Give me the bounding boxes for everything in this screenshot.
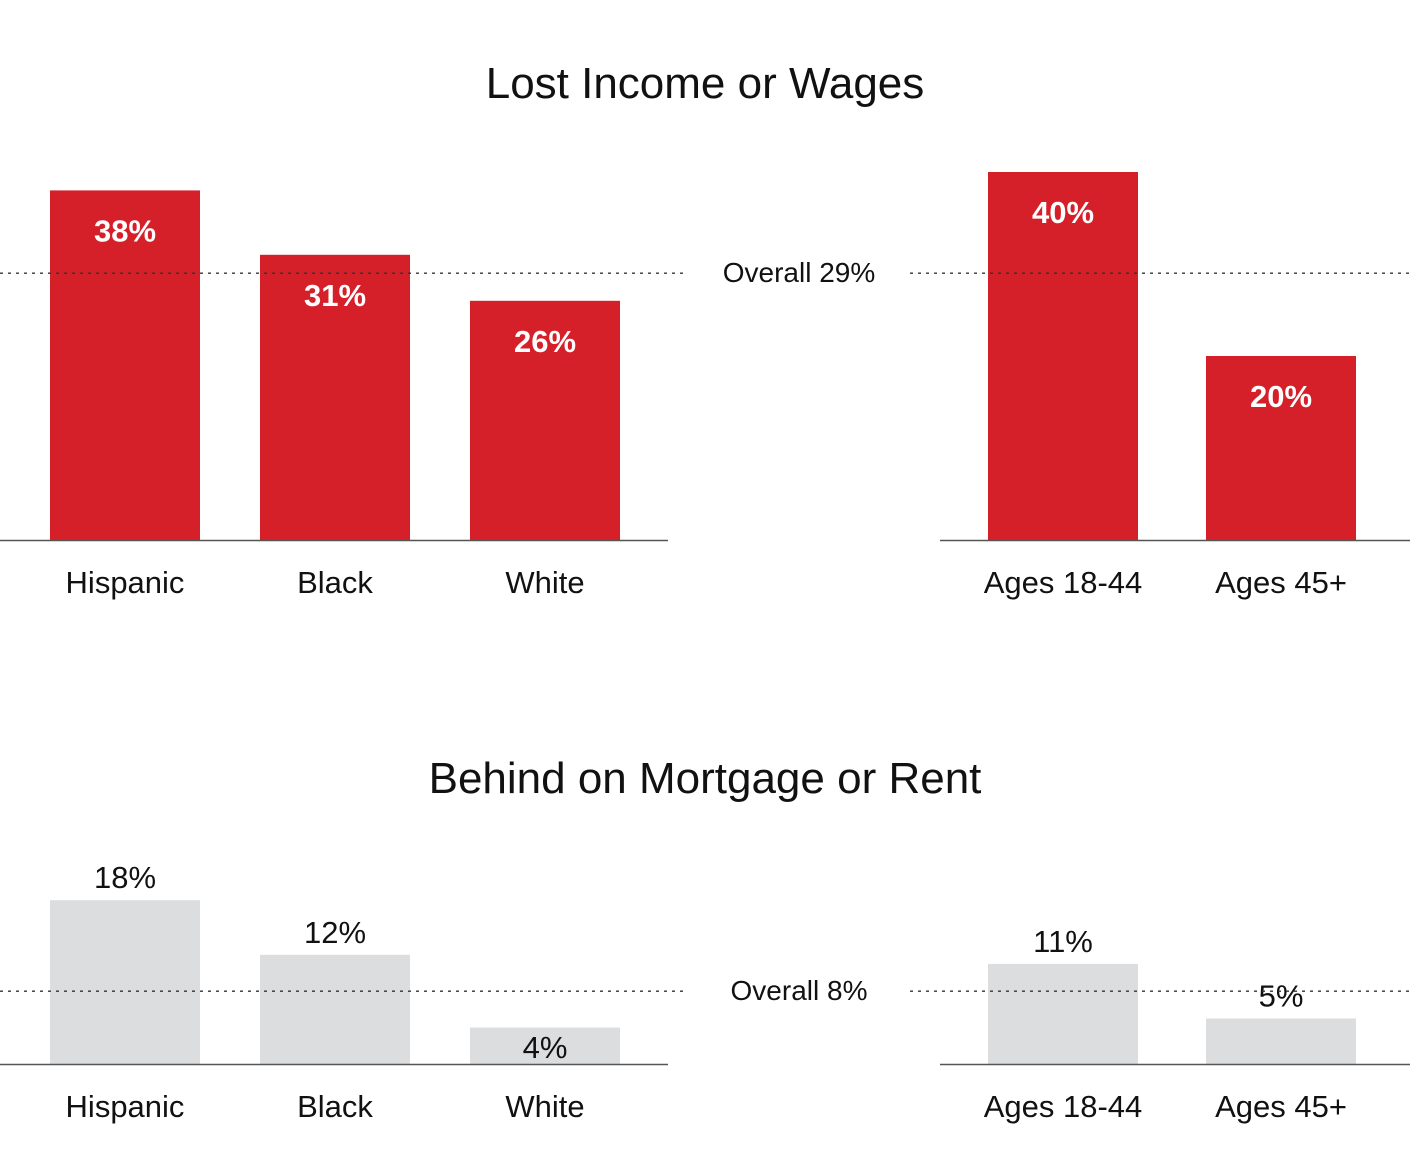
- data-label: 18%: [94, 860, 156, 895]
- overall-label: Overall 8%: [731, 975, 868, 1006]
- data-label: 40%: [1032, 195, 1094, 230]
- data-label: 12%: [304, 915, 366, 950]
- bar: [470, 300, 620, 540]
- data-label: 38%: [94, 213, 156, 248]
- data-label: 5%: [1259, 979, 1304, 1014]
- data-label: 26%: [514, 324, 576, 359]
- bar: [1206, 356, 1356, 540]
- category-label: White: [505, 1089, 584, 1124]
- data-label: 11%: [1033, 924, 1093, 959]
- bar: [50, 190, 200, 540]
- category-label: Black: [297, 565, 373, 600]
- data-label: 20%: [1250, 379, 1312, 414]
- category-label: Hispanic: [66, 565, 185, 600]
- bar: [260, 254, 410, 541]
- bar: [988, 172, 1138, 540]
- bar: [470, 1027, 620, 1064]
- category-label: Ages 18-44: [984, 1089, 1143, 1124]
- overall-label: Overall 29%: [723, 257, 876, 288]
- panel-lost-income: Lost Income or Wages Overall 29% 38% Hisp…: [0, 59, 1410, 600]
- category-label: Ages 45+: [1215, 1089, 1347, 1124]
- category-label: Ages 45+: [1215, 565, 1347, 600]
- bar: [988, 963, 1138, 1064]
- chart-title: Lost Income or Wages: [486, 59, 925, 108]
- category-label: White: [505, 565, 584, 600]
- chart-title: Behind on Mortgage or Rent: [429, 754, 982, 803]
- category-label: Ages 18-44: [984, 565, 1143, 600]
- data-label: 4%: [523, 1030, 568, 1065]
- bar: [50, 900, 200, 1064]
- data-label: 31%: [304, 278, 366, 313]
- category-label: Black: [297, 1089, 373, 1124]
- panel-behind-on-rent: Behind on Mortgage or Rent Overall 8% 18…: [0, 754, 1410, 1124]
- bar: [260, 954, 410, 1064]
- bar: [1206, 1018, 1356, 1064]
- category-label: Hispanic: [66, 1089, 185, 1124]
